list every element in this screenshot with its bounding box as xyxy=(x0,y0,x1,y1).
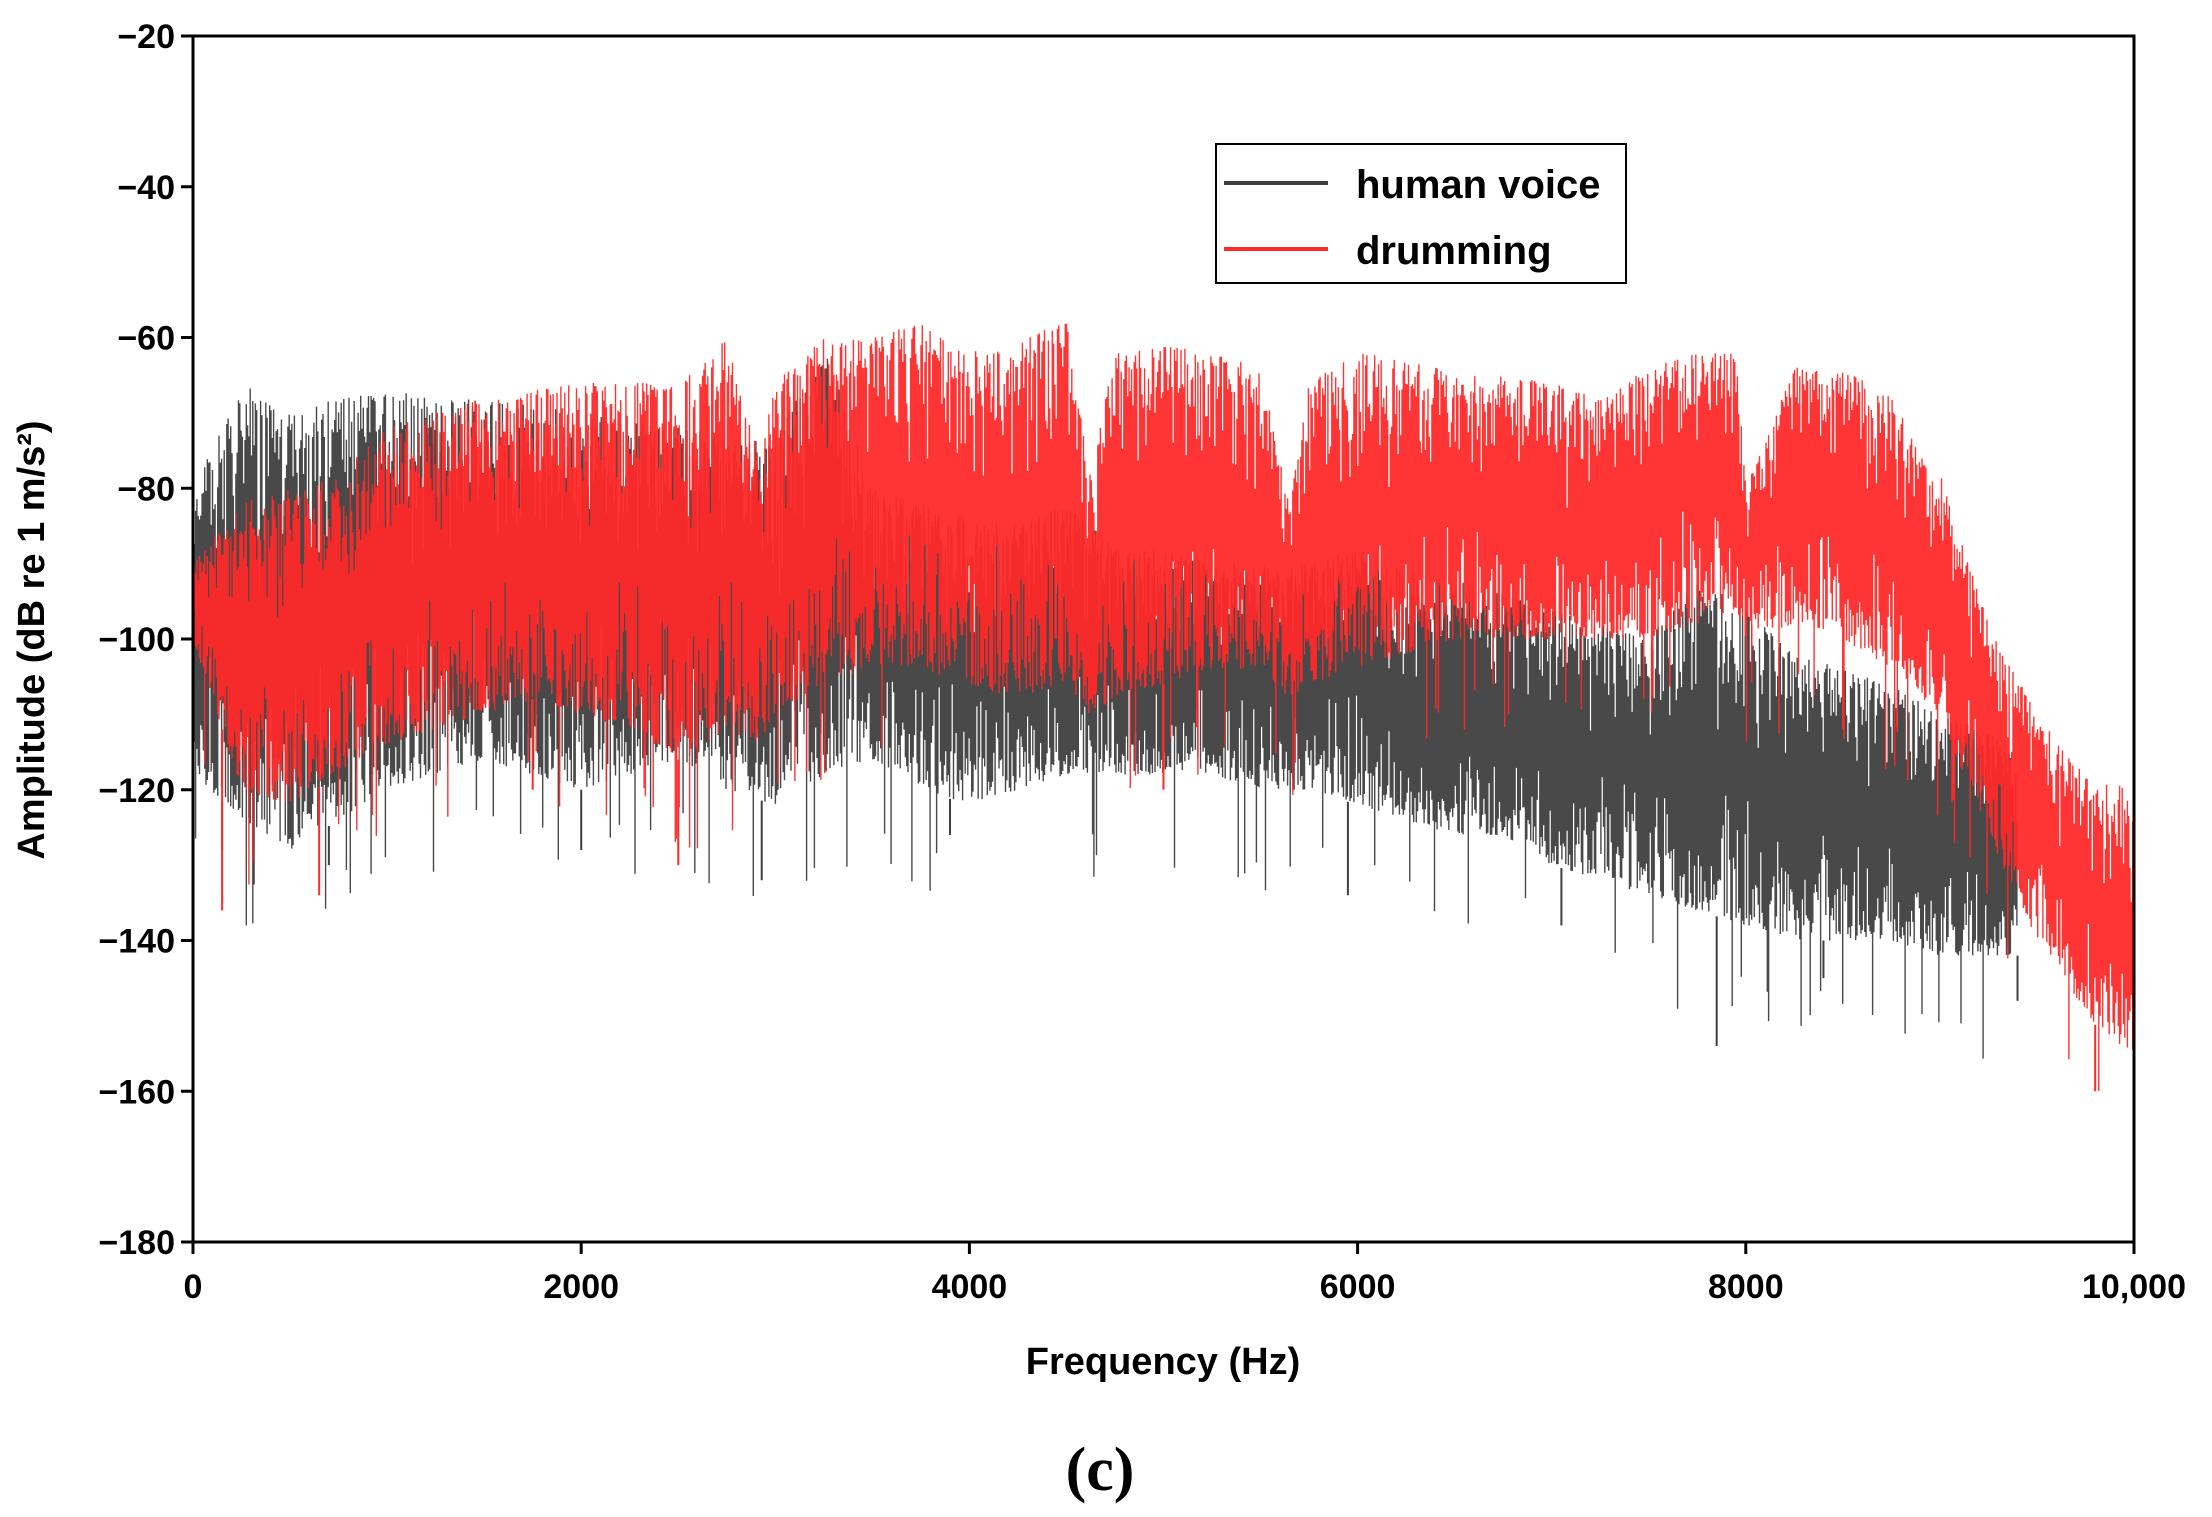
legend: human voice drumming xyxy=(1215,143,1627,284)
x-tick-label: 2000 xyxy=(543,1268,619,1306)
x-tick-label: 4000 xyxy=(932,1268,1008,1306)
series-drumming xyxy=(193,323,2134,1092)
y-tick-label: −180 xyxy=(98,1224,175,1262)
legend-label-drumming: drumming xyxy=(1356,229,1552,273)
x-tick-label: 6000 xyxy=(1320,1268,1396,1306)
y-axis-title: Amplitude (dB re 1 m/s²) xyxy=(11,420,53,859)
legend-label-human-voice: human voice xyxy=(1356,163,1601,207)
y-tick-label: −20 xyxy=(117,18,175,56)
x-axis-title: Frequency (Hz) xyxy=(1026,1341,1300,1383)
legend-box xyxy=(1215,143,1627,284)
x-tick-label: 0 xyxy=(184,1268,203,1306)
y-tick-label: −140 xyxy=(98,923,175,961)
y-tick-label: −80 xyxy=(117,470,175,508)
y-axis: −20 −40 −60 −80 −100 −120 −140 −160 −180 xyxy=(98,18,193,1262)
y-tick-label: −160 xyxy=(98,1073,175,1111)
y-tick-label: −60 xyxy=(117,320,175,358)
x-axis: 0 2000 4000 6000 8000 10,000 xyxy=(184,1242,2186,1306)
x-tick-label: 10,000 xyxy=(2082,1268,2186,1306)
x-tick-label: 8000 xyxy=(1708,1268,1784,1306)
y-tick-label: −100 xyxy=(98,621,175,659)
panel-label: (c) xyxy=(1066,1436,1135,1504)
spectrum-drumming xyxy=(193,323,2134,1091)
y-tick-label: −120 xyxy=(98,772,175,810)
y-tick-label: −40 xyxy=(117,169,175,207)
series-layer xyxy=(193,323,2134,1092)
